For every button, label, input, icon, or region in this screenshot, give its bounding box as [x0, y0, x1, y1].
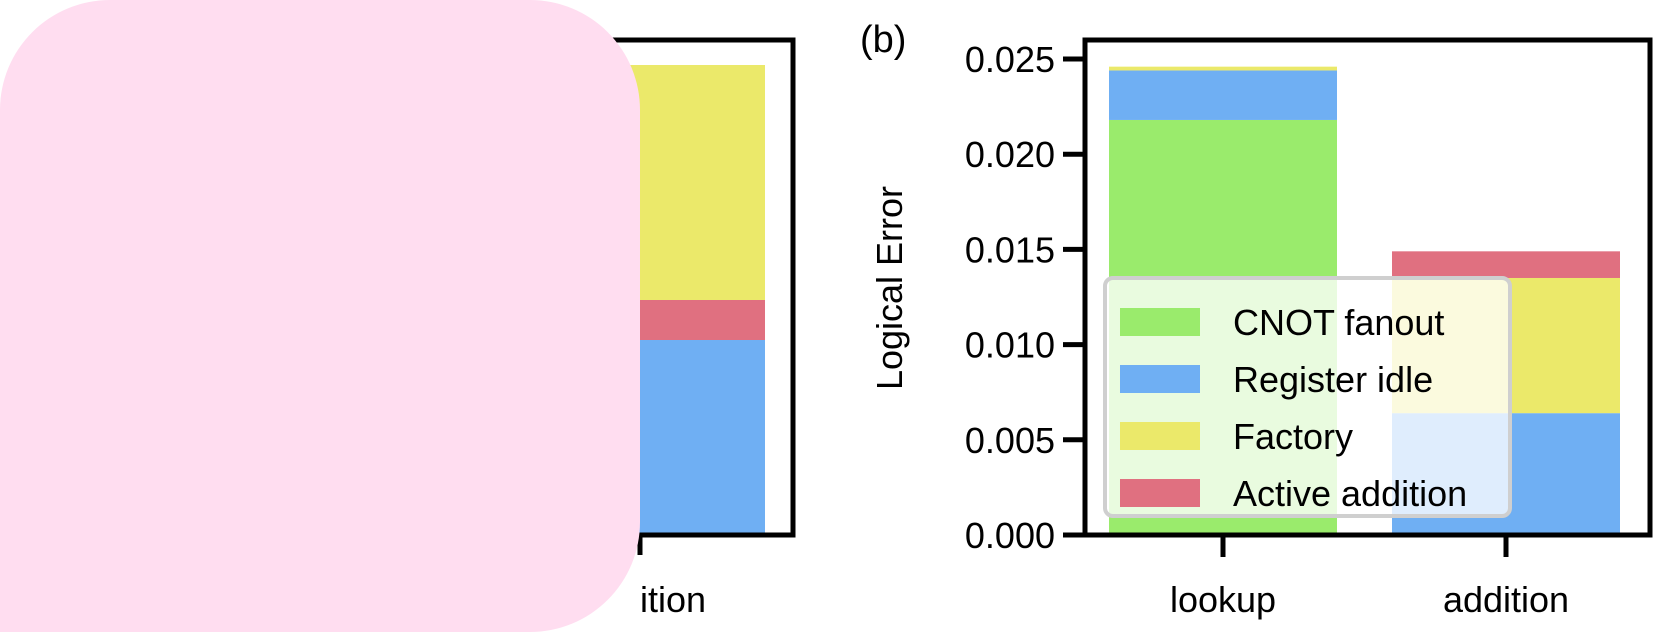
y-tick-label: 0.000 — [965, 515, 1055, 556]
panel-b: (b) Logical Error 0.0000.0050.0100.0150.… — [860, 19, 1653, 620]
bar-addition-active-addition — [1392, 251, 1620, 278]
bar-lookup-register-idle — [1109, 70, 1337, 120]
legend-swatch-cnot-fanout — [1120, 308, 1200, 336]
legend: CNOT fanout Register idle Factory Active ad… — [1103, 276, 1512, 518]
legend-label: Factory — [1233, 416, 1353, 457]
panel-a-x-tick-label: ition — [640, 579, 706, 620]
legend-label: CNOT fanout — [1233, 302, 1444, 343]
legend-swatch-register-idle — [1120, 365, 1200, 393]
legend-label: Active addition — [1233, 473, 1467, 514]
y-axis-label: Logical Error — [869, 186, 910, 390]
legend-swatch-factory — [1120, 422, 1200, 450]
x-axis-ticks: lookup addition — [1170, 535, 1569, 620]
x-tick-label-addition: addition — [1443, 579, 1569, 620]
panel-b-axes-frame — [1082, 37, 1653, 538]
y-tick-label: 0.015 — [965, 229, 1055, 270]
y-tick-label: 0.005 — [965, 420, 1055, 461]
legend-swatch-active-addition — [1120, 479, 1200, 507]
legend-label: Register idle — [1233, 359, 1433, 400]
y-tick-label: 0.020 — [965, 134, 1055, 175]
panel-b-label: (b) — [860, 19, 906, 61]
y-axis-ticks: 0.000 0.005 0.010 0.015 0.020 0.025 — [965, 39, 1085, 556]
y-tick-label: 0.010 — [965, 325, 1055, 366]
x-tick-label-lookup: lookup — [1170, 579, 1276, 620]
legend-box — [1103, 276, 1512, 518]
y-tick-label: 0.025 — [965, 39, 1055, 80]
redaction-overlay — [0, 0, 640, 632]
bar-lookup-factory — [1109, 66, 1337, 71]
